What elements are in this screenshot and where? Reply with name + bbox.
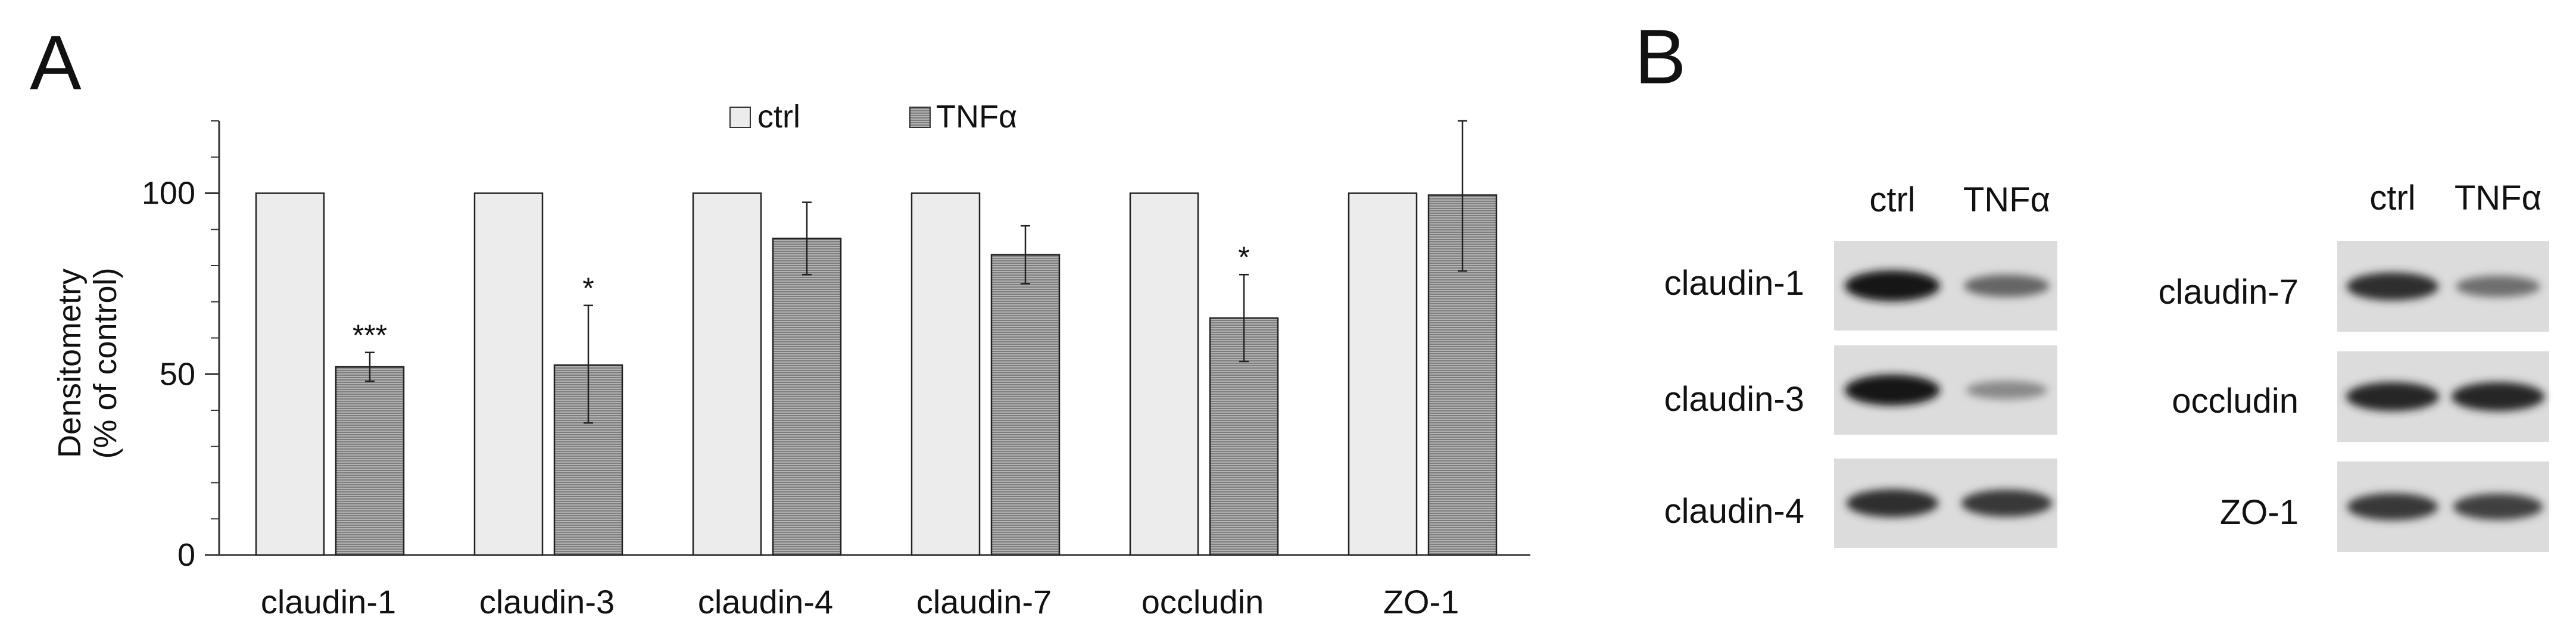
legend-label-ctrl: ctrl xyxy=(757,99,800,135)
legend: ctrl TNFα xyxy=(729,99,1017,135)
blot-band xyxy=(2451,382,2545,411)
legend-label-tnfa: TNFα xyxy=(936,99,1017,135)
x-tick-label: occludin xyxy=(1142,583,1264,621)
bar-ctrl xyxy=(473,192,544,556)
significance-marker: * xyxy=(582,272,594,305)
blot-label-occludin: occludin xyxy=(2172,382,2299,420)
blot-label-zo-1: ZO-1 xyxy=(2220,493,2299,532)
blot-band xyxy=(1846,489,1939,517)
blot-band xyxy=(1845,375,1940,406)
x-tick-label: claudin-3 xyxy=(479,583,615,621)
blot-label-claudin-1: claudin-1 xyxy=(1664,264,1804,303)
bar-tnfa xyxy=(335,366,405,556)
blot-label-claudin-4: claudin-4 xyxy=(1664,492,1804,531)
y-tick-label: 100 xyxy=(142,176,195,211)
blot-band xyxy=(1845,270,1940,301)
blot-band xyxy=(2346,272,2439,301)
significance-marker: *** xyxy=(353,319,387,352)
y-tick-label: 50 xyxy=(160,356,195,392)
x-tick-label: claudin-7 xyxy=(916,583,1052,621)
x-tick-label: claudin-4 xyxy=(698,583,833,621)
y-tick-label: 0 xyxy=(177,537,195,573)
bar-tnfa xyxy=(990,254,1061,556)
legend-swatch-ctrl xyxy=(729,107,751,128)
significance-marker: * xyxy=(1238,241,1249,274)
western-blots: claudin-1 claudin-3 claudin-4 claudin-7 … xyxy=(1664,241,2549,552)
y-axis-label-line2: (% of control) xyxy=(88,267,123,459)
blot-band xyxy=(2456,276,2540,297)
legend-swatch-tnfa xyxy=(909,107,931,128)
bar-ctrl xyxy=(1348,192,1418,556)
panel-a-letter: A xyxy=(30,19,82,106)
bar-tnfa xyxy=(772,238,842,556)
x-tick-label: ZO-1 xyxy=(1383,583,1459,621)
x-tick-label: claudin-1 xyxy=(261,583,396,621)
bar-ctrl xyxy=(255,192,325,556)
bar-ctrl xyxy=(1129,192,1199,556)
lane-label-tnfa-left: TNFα xyxy=(1963,180,2050,219)
blot-band xyxy=(1964,275,2050,297)
bar-ctrl xyxy=(910,192,981,556)
lane-label-ctrl-left: ctrl xyxy=(1869,180,1915,219)
blot-label-claudin-7: claudin-7 xyxy=(2159,273,2299,311)
blot-band xyxy=(2453,494,2543,520)
blot-lane-headers-left: ctrl TNFα xyxy=(1869,180,2050,219)
blot-band xyxy=(2346,382,2440,411)
bar-ctrl xyxy=(692,192,762,556)
blot-lane-headers-right: ctrl TNFα xyxy=(2369,179,2541,217)
y-axis-label-line1: Densitometry xyxy=(52,269,88,458)
lane-label-ctrl-right: ctrl xyxy=(2369,179,2415,217)
lane-label-tnfa-right: TNFα xyxy=(2455,179,2541,217)
blot-band xyxy=(2347,493,2438,520)
blot-label-claudin-3: claudin-3 xyxy=(1664,380,1804,419)
y-axis-label: Densitometry (% of control) xyxy=(52,267,123,459)
bar-chart: 0 50 100 *** claudin-1 * claudin-3 claudin-4 cla… xyxy=(142,120,1530,621)
blot-band xyxy=(1966,381,2048,400)
blot-band xyxy=(1961,490,2053,517)
panel-b-letter: B xyxy=(1635,13,1686,100)
